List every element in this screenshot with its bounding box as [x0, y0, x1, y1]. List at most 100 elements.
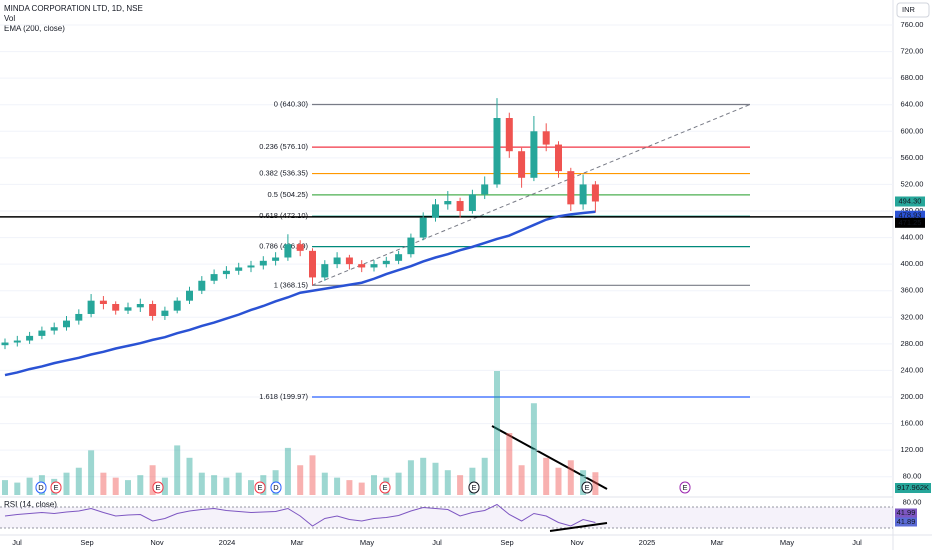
event-label: D	[38, 483, 44, 492]
candle-body	[358, 264, 366, 268]
candle-body	[309, 250, 316, 278]
volume-last-label: 917.962K	[897, 483, 929, 492]
candle-body	[432, 204, 439, 218]
volume-bar	[174, 445, 181, 495]
x-tick-label: Sep	[500, 538, 513, 547]
volume-bar	[555, 467, 562, 495]
candle-body	[591, 184, 599, 202]
event-box	[468, 481, 480, 494]
y-tick-label: 400.00	[901, 259, 924, 268]
y-tick-label: 760.00	[901, 20, 924, 29]
volume-bar	[567, 460, 574, 495]
y-tick-label: 440.00	[901, 233, 924, 242]
volume-bar	[543, 457, 550, 495]
fib-label: 0.236 (576.10)	[259, 142, 308, 151]
candle-body	[505, 118, 513, 152]
price-label: 494.30	[899, 196, 922, 205]
event-label: E	[682, 483, 687, 492]
candle-body	[382, 260, 390, 265]
x-tick-label: 2025	[639, 538, 656, 547]
volume-bar	[420, 457, 427, 495]
volume-bar	[395, 472, 402, 495]
event-marker: E	[581, 481, 593, 494]
rsi-label: 41.89	[897, 517, 916, 526]
volume-bar	[198, 472, 205, 495]
candle-body	[161, 310, 169, 316]
y-tick-label: 120.00	[901, 445, 924, 454]
volume-trendline	[491, 425, 608, 490]
event-marker: E	[679, 481, 691, 494]
x-tick-label: Jul	[432, 538, 442, 547]
volume-bar	[494, 371, 500, 495]
volume-bar	[444, 470, 451, 495]
y-tick-label: 160.00	[901, 419, 924, 428]
candle-body	[136, 304, 144, 308]
candle-body	[173, 300, 181, 311]
currency-box[interactable]	[896, 2, 930, 18]
volume-bar	[63, 472, 70, 495]
price-label-box	[895, 217, 925, 228]
event-label: D	[273, 483, 279, 492]
candle-body	[124, 307, 132, 311]
y-tick-label: 280.00	[901, 339, 924, 348]
candle-body	[50, 327, 58, 331]
event-box	[379, 481, 391, 494]
volume-bar	[75, 467, 82, 495]
y-tick-label: 200.00	[901, 392, 924, 401]
candle-body	[296, 244, 304, 251]
candle-body	[419, 217, 427, 238]
candle-body	[13, 340, 21, 343]
candle-body	[444, 201, 452, 205]
candle-body	[567, 171, 575, 205]
event-label: E	[257, 483, 262, 492]
volume-bar	[334, 477, 341, 495]
event-box	[35, 481, 47, 494]
volume-bar	[469, 467, 476, 495]
volume-bar	[2, 480, 8, 495]
event-marker: E	[468, 481, 480, 494]
volume-bar	[457, 475, 464, 495]
candle-body	[333, 257, 341, 265]
candle-body	[530, 131, 538, 178]
candle-body	[284, 244, 292, 258]
candle-body	[468, 194, 476, 211]
candle-body	[210, 274, 218, 281]
x-tick-label: May	[360, 538, 374, 547]
candle-body	[112, 304, 120, 311]
volume-bar	[125, 480, 131, 495]
candle-body	[99, 300, 107, 304]
candle-body	[370, 264, 378, 268]
volume-bar	[100, 472, 107, 495]
fib-trendline	[311, 104, 751, 286]
price-label-box	[895, 210, 925, 221]
volume-bar	[112, 477, 119, 495]
candle-body	[87, 300, 95, 314]
event-marker: E	[152, 481, 164, 494]
candle-body	[321, 264, 329, 278]
currency[interactable]: INR	[902, 5, 916, 14]
candle-body	[481, 184, 489, 195]
candle-body	[75, 313, 83, 321]
fib-label: 0 (640.30)	[274, 99, 309, 108]
volume-bar	[88, 450, 95, 495]
x-tick-label: Mar	[291, 538, 304, 547]
y-tick-label: 680.00	[901, 73, 924, 82]
ema-label: EMA (200, close)	[4, 24, 65, 33]
candle-body	[542, 131, 550, 145]
volume-bar	[149, 465, 156, 495]
volume-bar	[248, 480, 254, 495]
fib-label: 0.618 (472.10)	[259, 211, 308, 220]
volume-label: Vol	[4, 14, 15, 23]
event-marker: E	[254, 481, 266, 494]
y-tick-label: 320.00	[901, 312, 924, 321]
candle-body	[235, 267, 243, 271]
candle-body	[272, 257, 280, 261]
volume-bar	[161, 477, 168, 495]
volume-label-box	[895, 483, 931, 493]
title: MINDA CORPORATION LTD, 1D, NSE	[4, 4, 143, 13]
x-tick-label: Nov	[150, 538, 164, 547]
candle-body	[579, 184, 587, 205]
y-tick-label: 520.00	[901, 179, 924, 188]
